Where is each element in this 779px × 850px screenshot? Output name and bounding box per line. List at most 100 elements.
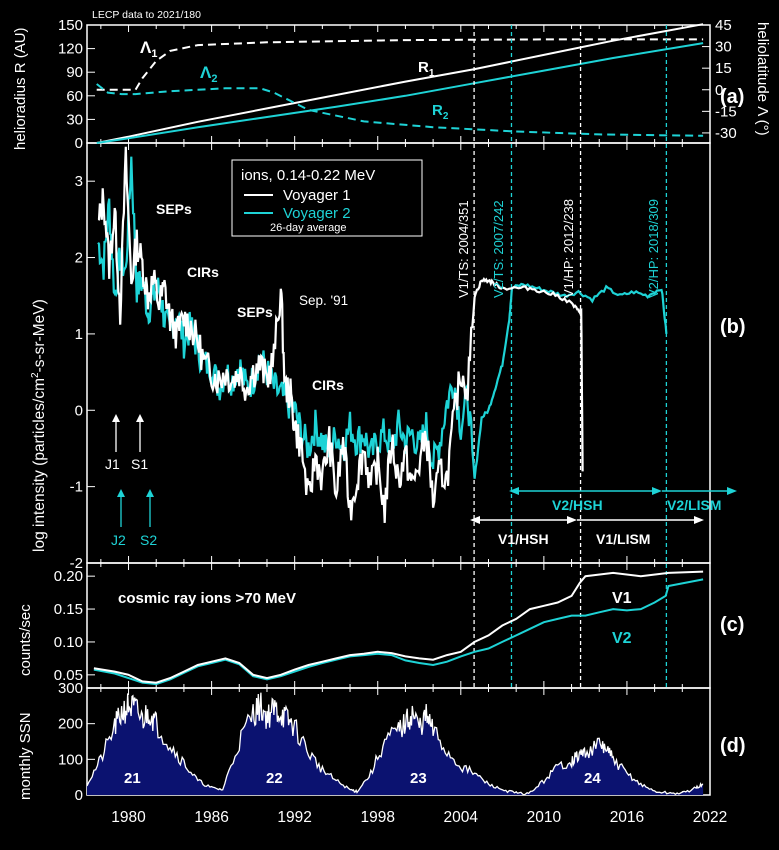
legend-v2: Voyager 2 (283, 205, 351, 222)
panel-b-ytick-label-2: 0 (75, 402, 83, 419)
panel-d-ytick-label-3: 300 (58, 680, 83, 697)
arrowhead-s2 (146, 489, 154, 497)
panel-c-title: cosmic ray ions >70 MeV (118, 590, 296, 607)
region-v2-lism: V2/LISM (667, 497, 721, 513)
panel-c-ytick-label-2: 0.15 (54, 601, 83, 618)
arrowhead-v1-hsh-right (567, 516, 577, 524)
panel-a-line-0 (96, 23, 704, 144)
panel-c-series (93, 570, 704, 686)
panel-a-ytick-r-label-3: 15 (715, 60, 732, 77)
panel-c-label-v2: V2 (612, 630, 632, 647)
panel-d-series (86, 692, 704, 796)
cycle-21: 21 (124, 770, 141, 787)
panel-a-id: (a) (720, 86, 744, 108)
annot-seps-1: SEPs (156, 201, 192, 217)
panel-c-ytick-label-3: 0.20 (54, 568, 83, 585)
panel-a-line-3 (96, 83, 704, 137)
annot-cirs-2: CIRs (312, 377, 344, 393)
panel-c-label-v1: V1 (612, 590, 632, 607)
panel-a-header-note: LECP data to 2021/180 (92, 9, 201, 21)
panel-b-legend: ions, 0.14-0.22 MeV Voyager 1 Voyager 2 … (231, 159, 423, 237)
legend-v1: Voyager 1 (283, 187, 351, 204)
event-label-v2-ts: V2/TS: 2007/242 (491, 200, 506, 298)
panel-c-line-0 (93, 570, 704, 684)
x-tick-labels: 1980 1986 1992 1998 2004 2010 2016 2022 (111, 809, 727, 826)
cycle-23: 23 (410, 770, 427, 787)
arrowhead-j2 (117, 489, 125, 497)
panel-a-ytick-r-label-1: -15 (715, 103, 737, 120)
panel-d-ytick-label-2: 200 (58, 716, 83, 733)
label-s1: S1 (131, 456, 148, 472)
label-j1: J1 (105, 456, 120, 472)
x-tick-label-4: 2004 (444, 809, 479, 826)
legend-note: 26-day average (270, 222, 346, 234)
cycle-24: 24 (584, 770, 601, 787)
x-tick-label-0: 1980 (111, 809, 146, 826)
arrowhead-v2-lism (727, 487, 737, 495)
panel-a-ytick-label-4: 120 (58, 41, 83, 58)
panel-d-ytick-label-1: 100 (58, 751, 83, 768)
x-tick-label-1: 1986 (194, 809, 228, 826)
panel-b-ytick-label-1: -1 (70, 479, 83, 496)
event-label-v2-hp: V2/HP: 2018/309 (646, 199, 661, 298)
arrowhead-j1 (112, 414, 120, 422)
panel-c-id: (c) (720, 614, 744, 636)
panel-a-line-1 (96, 42, 704, 144)
x-tick-label-3: 1998 (360, 809, 394, 826)
legend-title: ions, 0.14-0.22 MeV (241, 167, 375, 184)
arrowhead-v2-hsh-left (509, 487, 519, 495)
panel-b-ytick-label-3: 1 (75, 326, 83, 343)
panel-a-ylabel-right: heliolatitude Λ (°) (754, 22, 771, 136)
panel-c-ylabel: counts/sec (17, 604, 34, 676)
arrowhead-v1-hsh-left (470, 516, 480, 524)
legend-box (231, 159, 423, 237)
panel-a-ylabel: helioradius R (AU) (12, 27, 29, 150)
panel-d-ylabel: monthly SSN (17, 712, 34, 800)
cycle-22: 22 (266, 770, 283, 787)
panel-b-ytick-label-4: 2 (75, 250, 83, 267)
axis-ticks: 0306090120150-30-150153045-2-101230.050.… (54, 17, 737, 804)
event-label-v1-ts: V1/TS: 2004/351 (456, 200, 471, 298)
panel-d-ytick-label-0: 0 (75, 787, 83, 804)
panel-a-ytick-label-2: 60 (66, 88, 83, 105)
panel-b-id: (b) (720, 316, 746, 338)
panel-b-ytick-label-5: 3 (75, 173, 83, 190)
region-v1-lism: V1/LISM (596, 531, 650, 547)
region-v2-hsh: V2/HSH (552, 497, 603, 513)
annot-cirs-1: CIRs (187, 264, 219, 280)
region-arrows: V2/HSH V2/LISM V1/HSH V1/LISM (470, 487, 737, 547)
panel-a-line-2 (96, 38, 704, 91)
panel-a-ytick-label-1: 30 (66, 111, 83, 128)
region-v1-hsh: V1/HSH (498, 531, 549, 547)
panel-b-series (97, 146, 668, 523)
panel-a-ytick-label-3: 90 (66, 64, 83, 81)
x-tick-label-2: 1992 (277, 809, 311, 826)
panel-c-ytick-label-0: 0.05 (54, 667, 83, 684)
x-tick-label-6: 2016 (610, 809, 644, 826)
label-s2: S2 (140, 532, 157, 548)
panel-a-ytick-r-label-5: 45 (715, 17, 732, 34)
event-label-v1-hp: V1/HP: 2012/238 (561, 199, 576, 298)
panel-c-ytick-label-1: 0.10 (54, 634, 83, 651)
panel-d-id: (d) (720, 735, 746, 757)
panel-b-ytick-label-0: -2 (70, 555, 83, 572)
encounter-markers: J1 S1 J2 S2 (105, 414, 157, 548)
panel-a-series (96, 23, 704, 144)
annot-sep91: Sep. '91 (299, 293, 348, 308)
panel-b-line-0 (97, 146, 584, 523)
panel-b-ylabel-text: log intensity (particles/cm2-s-sr-MeV) (30, 299, 48, 552)
panel-a-ytick-label-5: 150 (58, 17, 83, 34)
panel-a-ytick-r-label-4: 30 (715, 39, 732, 56)
arrowhead-s1 (136, 414, 144, 422)
panel-d-line (86, 692, 704, 796)
x-tick-label-5: 2010 (527, 809, 562, 826)
arrowhead-v2-hsh-right (652, 487, 662, 495)
panel-a-ytick-r-label-0: -30 (715, 125, 737, 142)
label-j2: J2 (111, 532, 126, 548)
annot-seps-2: SEPs (237, 304, 273, 320)
panel-d-fill (87, 692, 704, 795)
arrowhead-v1-lism (694, 516, 704, 524)
panel-a-ytick-label-0: 0 (75, 135, 83, 152)
panel-c-line-1 (93, 578, 704, 686)
